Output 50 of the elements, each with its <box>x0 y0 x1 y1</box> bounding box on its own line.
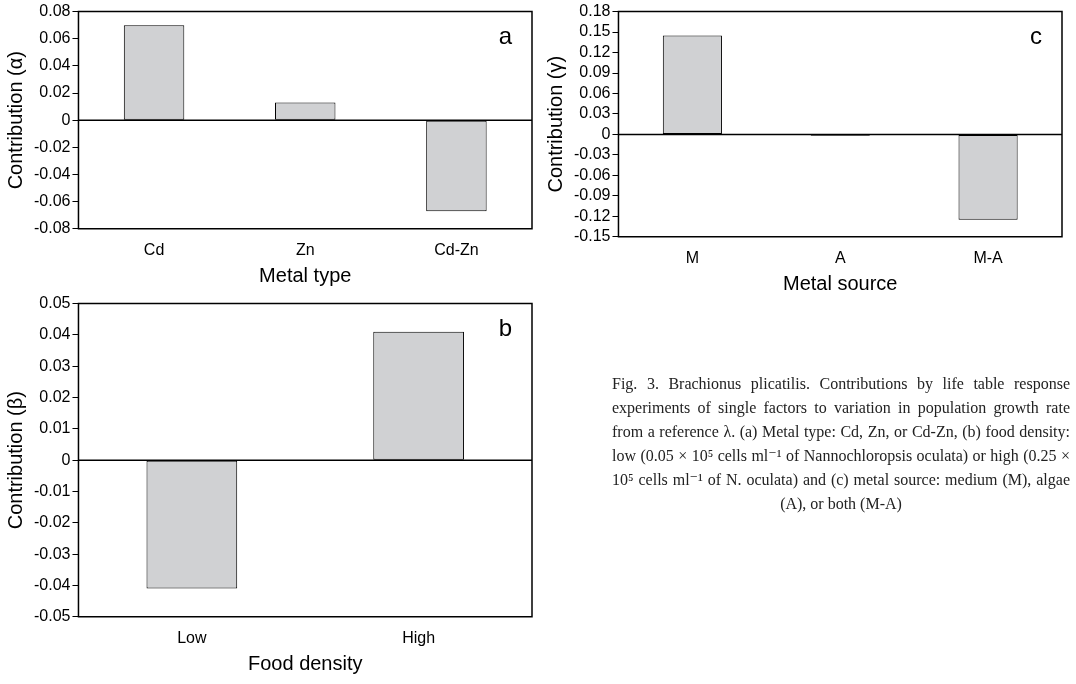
x-tick-label: Zn <box>295 240 315 258</box>
x-tick-label: Low <box>177 628 207 646</box>
y-tick-label: -0.03 <box>574 145 611 163</box>
y-tick-label: 0.06 <box>39 29 71 47</box>
y-tick-label: 0.18 <box>579 2 611 20</box>
y-axis-title: Contribution (α) <box>3 51 26 190</box>
x-tick-label: Cd <box>143 240 165 258</box>
y-tick-label: 0 <box>61 450 71 468</box>
x-axis-title: Metal source <box>782 271 898 294</box>
y-tick-label: 0.03 <box>579 104 611 122</box>
caption: Fig. 3. Brachionus plicatilis. Contributions by life table response experiments of single factors to variation in population growth rate from a reference λ. (a) Metal type: Cd, Zn, or Cd-Zn, (b) food density: low (0.05 × 10⁵ cells ml⁻¹ of Nannochloropsis oculata) or high (0.25 × 10⁵ cells ml⁻¹ of N. oculata) and (c) metal source: medium (M), algae (A), or both (M-A) <box>612 374 1070 515</box>
y-tick-label: -0.02 <box>34 513 71 531</box>
y-tick-label: 0.06 <box>579 83 611 101</box>
y-tick-label: 0.02 <box>39 83 71 101</box>
y-tick-label: -0.01 <box>34 481 71 499</box>
y-tick-label: -0.09 <box>574 186 611 204</box>
y-tick-label: 0.04 <box>39 56 71 74</box>
text: a <box>498 22 513 50</box>
text: b <box>498 314 512 342</box>
y-axis-title: Contribution (γ) <box>543 55 566 193</box>
y-tick-label: -0.08 <box>34 219 71 237</box>
y-tick-label: -0.15 <box>574 227 611 245</box>
y-axis-title: Contribution (β) <box>3 391 26 530</box>
x-axis-title: Food density <box>247 651 363 674</box>
y-tick-label: -0.04 <box>34 575 71 593</box>
y-tick-label: 0.15 <box>579 22 611 40</box>
y-tick-label: 0 <box>601 124 611 142</box>
y-tick-label: -0.12 <box>574 206 611 224</box>
y-tick-label: 0.03 <box>39 356 71 374</box>
y-tick-label: 0.04 <box>39 325 71 343</box>
y-tick-label: 0.09 <box>579 63 611 81</box>
y-tick-label: -0.06 <box>34 192 71 210</box>
y-tick-label: 0 <box>61 110 71 128</box>
y-tick-label: -0.02 <box>34 137 71 155</box>
y-tick-label: 0.05 <box>39 294 71 312</box>
y-tick-label: 0.12 <box>579 42 611 60</box>
y-tick-label: 0.08 <box>39 2 71 20</box>
x-tick-label: Cd-Zn <box>434 240 479 258</box>
y-tick-label: -0.03 <box>34 544 71 562</box>
y-tick-label: -0.04 <box>34 164 71 182</box>
y-tick-label: 0.02 <box>39 387 71 405</box>
y-tick-label: -0.06 <box>574 165 611 183</box>
y-tick-label: 0.01 <box>39 419 71 437</box>
x-tick-label: M <box>685 248 700 266</box>
y-tick-label: -0.05 <box>34 607 71 625</box>
x-tick-label: High <box>402 628 436 646</box>
chart-title: c <box>1030 22 1042 50</box>
x-tick-label: M-A <box>973 248 1004 266</box>
x-tick-label: A <box>834 248 846 266</box>
x-axis-title: Metal type <box>259 263 352 286</box>
